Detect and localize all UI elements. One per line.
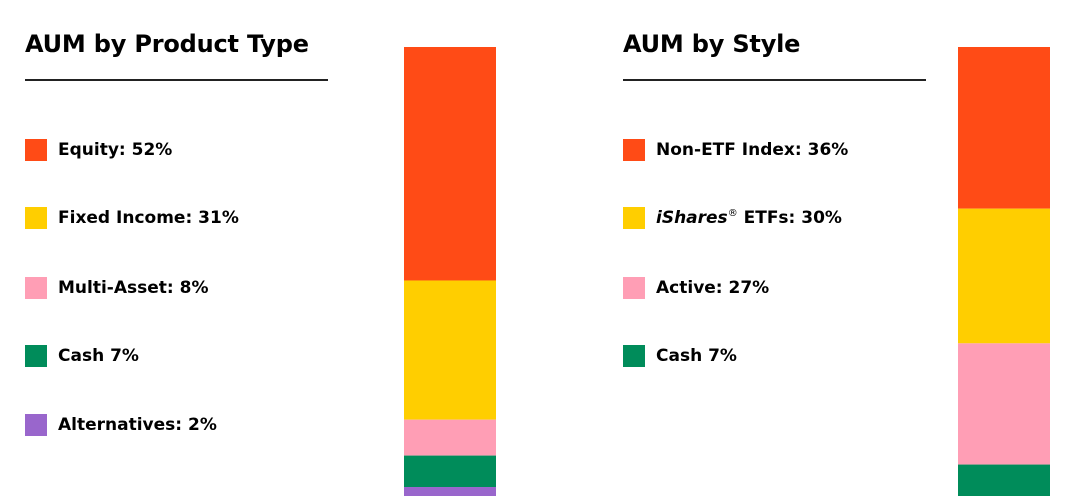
legend-label: Cash 7% [58,346,139,366]
bar-segment-non-etf-index [958,47,1050,209]
legend-item-non-etf-index: Non-ETF Index: 36% [623,138,848,162]
bar-segment-equity [404,47,496,281]
legend-item-ishares-etfs: iShares® ETFs: 30% [623,206,842,230]
legend-item-equity: Equity: 52% [25,138,172,162]
legend-swatch [623,345,645,367]
registered-mark: ® [727,208,738,219]
bar-segment-ishares-etfs [958,208,1050,344]
chart-title: AUM by Style [623,30,801,58]
style-panel: AUM by Style Non-ETF Index: 36% iShares®… [540,0,1080,502]
legend-item-cash: Cash 7% [623,344,737,368]
legend-swatch [623,207,645,229]
chart-title: AUM by Product Type [25,30,309,58]
title-divider [25,79,328,81]
legend-swatch [623,139,645,161]
legend-swatch [25,277,47,299]
bar-segment-cash [958,464,1050,496]
legend-item-alternatives: Alternatives: 2% [25,413,217,437]
legend-item-fixed-income: Fixed Income: 31% [25,206,239,230]
legend-swatch [25,207,47,229]
legend-item-cash: Cash 7% [25,344,139,368]
legend-item-multi-asset: Multi-Asset: 8% [25,276,209,300]
bar-segment-cash [404,455,496,488]
bar-segment-alternatives [404,487,496,496]
product-type-panel: AUM by Product Type Equity: 52% Fixed In… [25,30,496,496]
legend-swatch [623,277,645,299]
legend-label-rest: ETFs: 30% [737,208,842,228]
stacked-bar-style [958,47,1050,496]
bar-segment-fixed-income [404,280,496,420]
legend-label: Equity: 52% [58,140,173,160]
legend-swatch [25,345,47,367]
legend-label: iShares® ETFs: 30% [656,208,842,228]
legend-swatch [25,414,47,436]
legend-label: Alternatives: 2% [58,415,217,435]
legend-label: Fixed Income: 31% [58,208,239,228]
legend-label: Multi-Asset: 8% [58,278,209,298]
legend-label-italic: iShares [656,208,728,228]
legend-label: Active: 27% [656,278,770,298]
stacked-bar-product-type [404,47,496,496]
bar-segment-multi-asset [404,419,496,456]
title-divider [623,79,926,81]
legend-swatch [25,139,47,161]
bar-segment-active [958,343,1050,465]
legend-item-active: Active: 27% [623,276,769,300]
legend-label: Cash 7% [656,346,737,366]
legend-label: Non-ETF Index: 36% [656,140,849,160]
